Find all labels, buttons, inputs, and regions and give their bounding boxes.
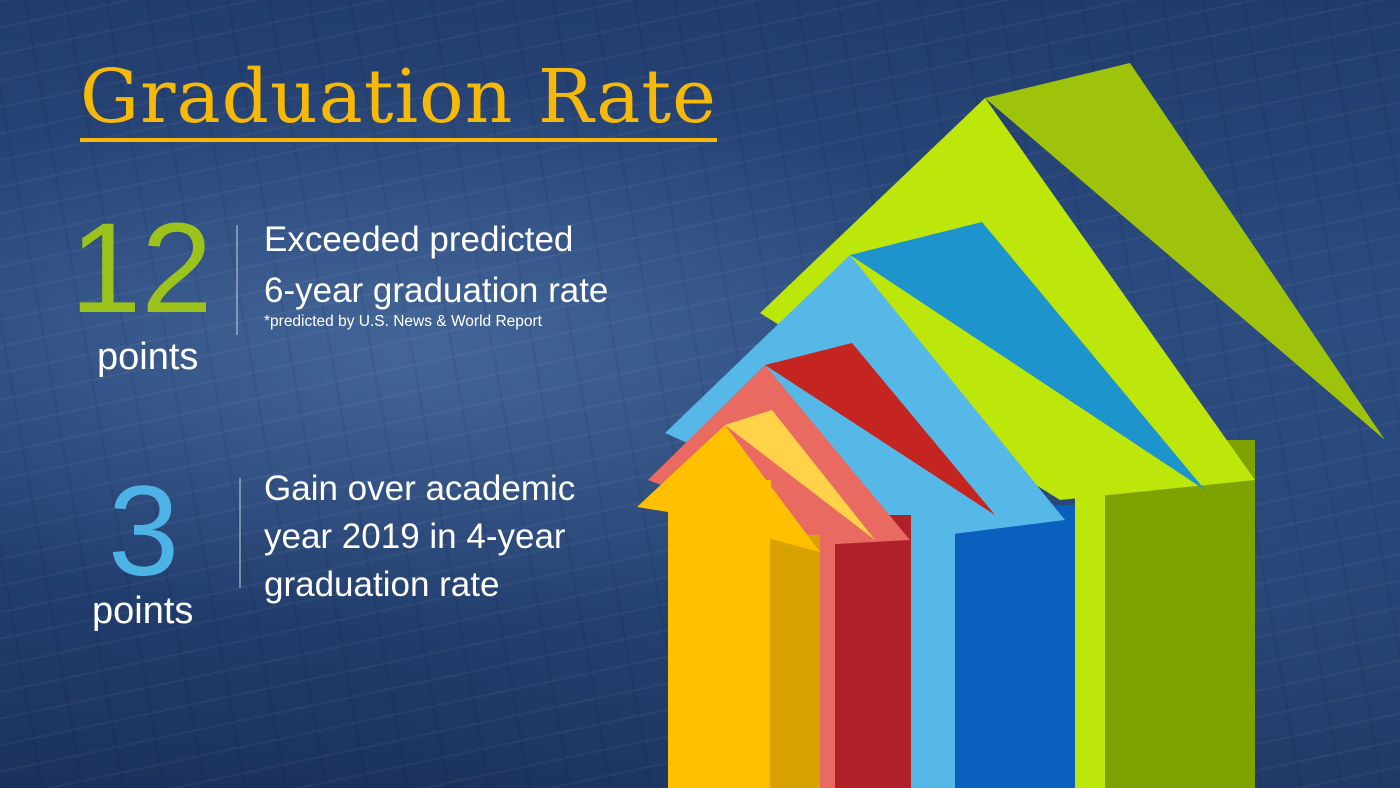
description-line: 6-year graduation rate xyxy=(264,271,609,310)
stat-unit: points xyxy=(97,336,199,378)
divider xyxy=(236,225,238,335)
page-title: Graduation Rate xyxy=(80,54,717,142)
footnote: *predicted by U.S. News & World Report xyxy=(264,313,542,330)
stat-unit: points xyxy=(92,590,194,632)
yellow-arrow xyxy=(637,410,875,788)
description-line: year 2019 in 4-year xyxy=(264,517,566,556)
stat-value: 12 xyxy=(70,197,213,340)
description-line: Gain over academic xyxy=(264,469,576,508)
description-line: graduation rate xyxy=(264,565,500,604)
stat-description: Exceeded predicted 6-year graduation rat… xyxy=(264,216,608,315)
stat-description: Gain over academic year 2019 in 4-year g… xyxy=(264,465,575,609)
divider xyxy=(239,478,241,588)
stat-value: 3 xyxy=(108,460,180,603)
description-line: Exceeded predicted xyxy=(264,220,574,259)
